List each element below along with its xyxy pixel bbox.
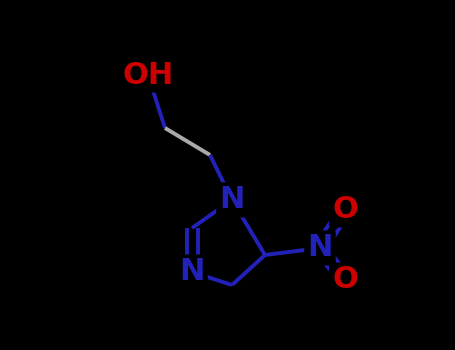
Text: N: N bbox=[219, 186, 245, 215]
Text: N: N bbox=[307, 233, 333, 262]
Text: O: O bbox=[332, 196, 358, 224]
Text: OH: OH bbox=[122, 61, 174, 90]
Text: O: O bbox=[332, 266, 358, 294]
Text: N: N bbox=[179, 258, 205, 287]
